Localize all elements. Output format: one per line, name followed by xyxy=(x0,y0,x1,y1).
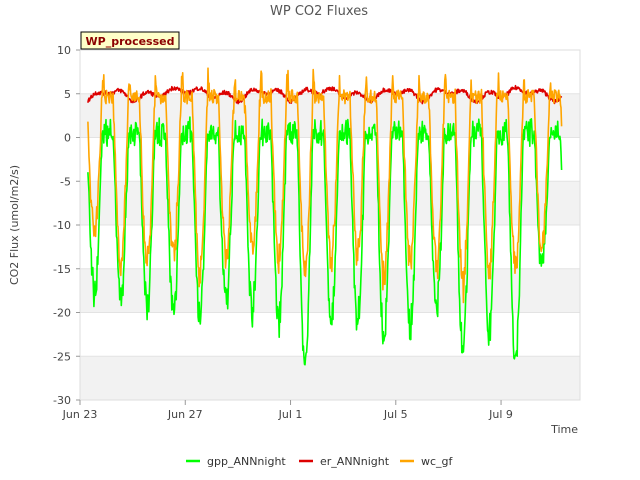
y-tick-label: 0 xyxy=(64,132,71,145)
y-tick-label: -30 xyxy=(53,394,71,407)
y-tick-label: 5 xyxy=(64,88,71,101)
x-tick-label: Jul 5 xyxy=(383,408,408,421)
x-tick-label: Jun 27 xyxy=(167,408,203,421)
background-band xyxy=(80,181,580,225)
background-band xyxy=(80,50,580,94)
series-line-gpp_ANNnight xyxy=(87,116,563,366)
legend: gpp_ANNnight er_ANNnight wc_gf xyxy=(186,455,454,468)
background-band xyxy=(80,356,580,400)
series-line-wc_gf xyxy=(87,67,563,304)
y-tick-label: -15 xyxy=(53,263,71,276)
series-line-er_ANNnight xyxy=(87,84,563,105)
x-tick-label: Jul 9 xyxy=(488,408,513,421)
y-tick-label: -5 xyxy=(60,175,71,188)
x-axis-ticks: Jun 23 Jun 27 Jul 1 Jul 5 Jul 9 xyxy=(62,400,513,421)
legend-label-gpp_ANNnight: gpp_ANNnight xyxy=(207,455,286,468)
y-tick-label: -25 xyxy=(53,350,71,363)
y-tick-label: -20 xyxy=(53,307,71,320)
legend-label-er_ANNnight: er_ANNnight xyxy=(320,455,390,468)
badge-label: WP_processed xyxy=(86,35,175,48)
y-axis-label: CO2 Flux (umol/m2/s) xyxy=(8,165,21,285)
processed-badge: WP_processed xyxy=(80,31,180,50)
y-tick-label: 10 xyxy=(57,44,71,57)
series-lines xyxy=(87,67,563,366)
legend-label-wc_gf: wc_gf xyxy=(421,455,454,468)
y-axis-ticks: 10 5 0 -5 -10 -15 -20 -25 -30 xyxy=(53,44,80,407)
x-tick-label: Jun 23 xyxy=(62,408,98,421)
y-tick-label: -10 xyxy=(53,219,71,232)
x-axis-label: Time xyxy=(550,423,578,436)
x-tick-label: Jul 1 xyxy=(278,408,303,421)
badge-box xyxy=(80,31,180,50)
chart-title: WP CO2 Fluxes xyxy=(270,4,368,19)
